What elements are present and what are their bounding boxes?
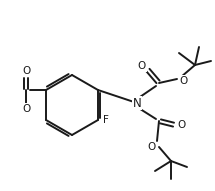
Text: N: N <box>133 96 141 109</box>
Text: O: O <box>22 66 30 76</box>
Text: O: O <box>138 61 146 71</box>
Text: O: O <box>177 120 185 130</box>
Text: O: O <box>22 104 30 114</box>
Text: F: F <box>103 115 109 125</box>
Text: O: O <box>179 76 187 86</box>
Text: O: O <box>147 142 155 152</box>
